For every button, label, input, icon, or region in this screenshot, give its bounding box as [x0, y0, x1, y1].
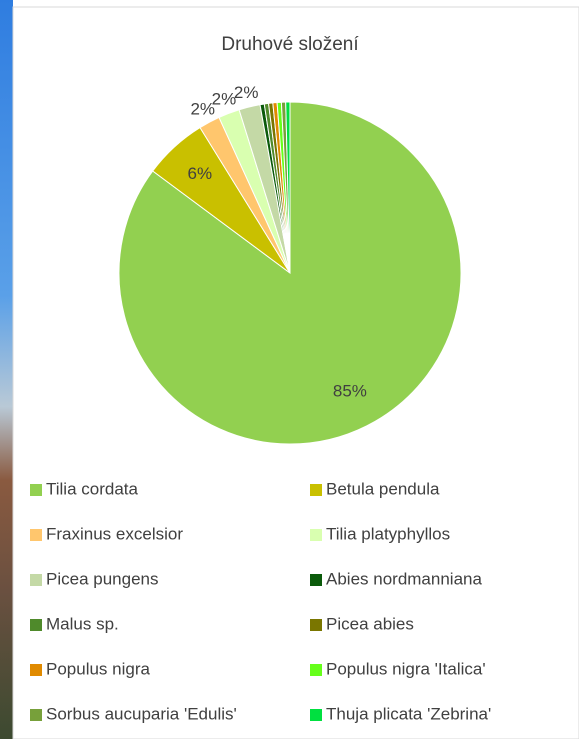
legend-swatch [30, 484, 42, 496]
legend-label: Thuja plicata 'Zebrina' [326, 704, 491, 723]
legend-label: Abies nordmanniana [326, 569, 482, 588]
data-label: 2% [234, 83, 259, 102]
background-photo [0, 0, 13, 739]
legend-swatch [310, 709, 322, 721]
legend-label: Fraxinus excelsior [46, 524, 183, 543]
legend-label: Malus sp. [46, 614, 119, 633]
data-label: 6% [187, 164, 212, 183]
legend-swatch [310, 574, 322, 586]
data-label: 2% [212, 90, 237, 109]
chart-title: Druhové složení [221, 34, 359, 55]
legend-swatch [30, 619, 42, 631]
legend-swatch [30, 709, 42, 721]
data-label: 85% [333, 382, 367, 401]
legend-swatch [30, 664, 42, 676]
chart: Druhové složení 85%6%2%2%2%Tilia cordata… [0, 0, 579, 739]
legend-swatch [310, 664, 322, 676]
legend-label: Tilia cordata [46, 479, 139, 498]
legend-label: Tilia platyphyllos [326, 524, 450, 543]
legend-swatch [30, 574, 42, 586]
legend-label: Sorbus aucuparia 'Edulis' [46, 704, 237, 723]
legend-swatch [310, 529, 322, 541]
page: {"chart_data": {"type": "pie", "title": … [0, 0, 579, 739]
legend-label: Picea pungens [46, 569, 158, 588]
legend-swatch [310, 484, 322, 496]
legend-swatch [310, 619, 322, 631]
legend-label: Populus nigra 'Italica' [326, 659, 486, 678]
legend-label: Picea abies [326, 614, 414, 633]
legend-label: Betula pendula [326, 479, 440, 498]
legend-label: Populus nigra [46, 659, 151, 678]
legend-swatch [30, 529, 42, 541]
